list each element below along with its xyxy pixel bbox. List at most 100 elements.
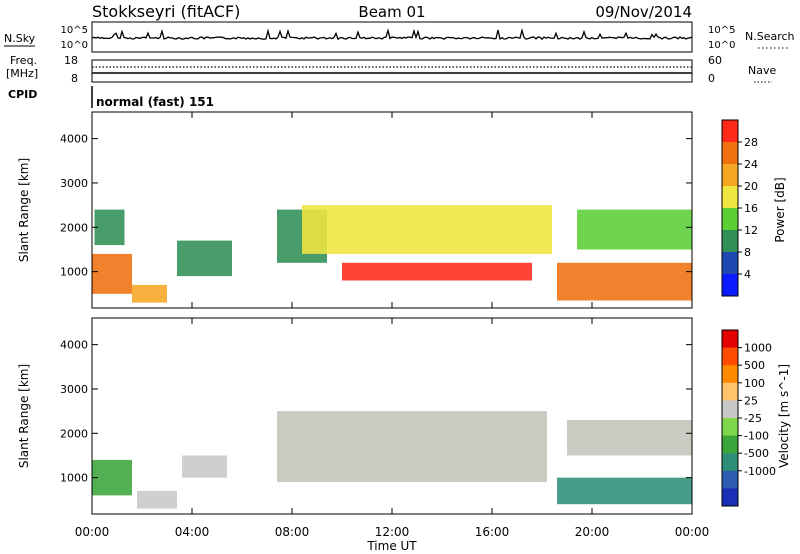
time-tick-label-3: 12:00 [375,525,410,539]
freq-label-line1: Freq. [10,54,37,67]
power-region-1 [94,209,125,246]
velocity-colorbar-tick-label-1: 500 [744,359,765,372]
nsky-label: N.Sky [4,32,36,45]
velocity-colorbar-segment-8 [722,470,738,489]
velocity-ytick-label-3: 4000 [60,339,88,352]
velocity-region-2 [182,455,227,478]
time-tick-label-4: 16:00 [475,525,510,539]
power-data-layer [92,205,692,303]
nave-tick-bottom: 0 [708,72,715,85]
power-colorbar-segment-5 [722,230,738,253]
nsky-tick-bottom: 10^0 [61,40,88,51]
beam-title: Beam 01 [358,3,425,21]
velocity-ytick-label-2: 3000 [60,383,88,396]
nsky-panel-frame [91,21,693,53]
power-region-8 [577,209,692,250]
velocity-y-axis-label: Slant Range [km] [17,364,31,468]
freq-tick-top: 18 [64,54,78,67]
power-colorbar-label: Power [dB] [773,177,787,242]
velocity-x-axis [91,318,693,514]
velocity-colorbar-label: Velocity [m s^-1] [777,364,791,468]
velocity-colorbar-tick-label-0: 1000 [744,342,772,355]
freq-label-line2: [MHz] [6,67,38,80]
power-ytick-label-0: 1000 [60,266,88,279]
velocity-colorbar-segment-2 [722,365,738,384]
velocity-colorbar-segment-1 [722,347,738,366]
velocity-data-layer [92,411,692,509]
power-colorbar: 4 8 12 16 20 24 28 Power [dB] [721,119,787,297]
velocity-colorbar-tick-label-3: 25 [744,394,758,407]
velocity-region-1 [137,490,177,509]
velocity-colorbar-segment-6 [722,435,738,454]
nsearch-tick-top: 10^5 [708,25,735,36]
nsky-trace [91,28,693,41]
velocity-colorbar-segment-4 [722,400,738,419]
time-tick-label-2: 08:00 [275,525,310,539]
power-colorbar-tick-label-0: 4 [744,268,751,281]
velocity-region-0 [92,459,132,496]
power-ytick-label-2: 3000 [60,177,88,190]
power-colorbar-segment-6 [722,252,738,275]
power-y-axis: 1000 2000 3000 4000 [60,133,692,279]
power-ytick-label-1: 2000 [60,221,88,234]
velocity-ytick-label-1: 2000 [60,427,88,440]
power-region-0 [92,253,132,294]
velocity-colorbar-tick-label-7: -1000 [744,465,776,478]
velocity-ytick-label-0: 1000 [60,472,88,485]
power-y-axis-label: Slant Range [km] [17,158,31,262]
velocity-region-4 [557,477,692,505]
velocity-colorbar-tick-label-4: -25 [744,412,762,425]
velocity-colorbar: 1000 500 100 25 -25 -100 -500 -1000 Velocity [m… [721,329,791,507]
velocity-colorbar-segment-5 [722,418,738,437]
power-colorbar-tick-label-6: 28 [744,136,758,149]
power-colorbar-segment-0 [722,120,738,143]
freq-panel-frame [91,59,693,83]
power-region-6 [342,262,532,281]
power-colorbar-tick-label-4: 20 [744,180,758,193]
time-axis-title: Time UT [366,539,417,553]
date-title: 09/Nov/2014 [595,3,692,21]
velocity-panel: 1000 2000 3000 4000 Slant Range [km] [17,317,693,515]
velocity-colorbar-label-text: Velocity [m s^-1] [777,364,791,468]
power-colorbar-tick-label-5: 24 [744,158,758,171]
velocity-y-axis: 1000 2000 3000 4000 [60,339,692,485]
power-ytick-label-3: 4000 [60,133,88,146]
power-region-7 [557,262,692,301]
velocity-colorbar-segment-7 [722,453,738,472]
station-title: Stokkseyri (fitACF) [92,2,240,21]
power-region-3 [177,240,232,277]
nave-tick-top: 60 [708,54,722,67]
velocity-colorbar-tick-label-2: 100 [744,377,765,390]
power-colorbar-segment-7 [722,274,738,297]
velocity-colorbar-segment-0 [722,330,738,349]
velocity-region-3 [277,411,547,483]
power-colorbar-segment-3 [722,186,738,209]
velocity-colorbar-tick-label-6: -500 [744,447,769,460]
cpid-label: CPID [8,88,37,101]
nave-label: Nave [748,64,776,77]
power-colorbar-segment-4 [722,208,738,231]
power-panel: 1000 2000 3000 4000 Slant Range [km] [17,111,693,309]
cpid-text: normal (fast) 151 [96,95,214,109]
time-tick-label-1: 04:00 [175,525,210,539]
time-tick-label-0: 00:00 [75,525,110,539]
power-x-axis [91,112,693,308]
nsearch-tick-bottom: 10^0 [708,40,735,51]
velocity-region-5 [567,420,692,456]
power-colorbar-tick-label-2: 12 [744,224,758,237]
power-colorbar-segment-2 [722,164,738,187]
power-colorbar-segment-1 [722,142,738,165]
velocity-colorbar-segment-3 [722,382,738,401]
nsearch-label: N.Search [745,30,795,43]
power-region-5 [302,205,552,254]
power-colorbar-tick-label-3: 16 [744,202,758,215]
freq-tick-bottom: 8 [71,72,78,85]
time-tick-label-5: 20:00 [575,525,610,539]
time-tick-label-6: 00:00 [675,525,710,539]
nsky-tick-top: 10^5 [61,25,88,36]
power-region-2 [132,284,167,303]
time-axis-labels: 00:00 04:00 08:00 12:00 16:00 20:00 00:00 [75,525,710,539]
velocity-colorbar-segment-9 [722,488,738,507]
velocity-colorbar-tick-label-5: -100 [744,430,769,443]
